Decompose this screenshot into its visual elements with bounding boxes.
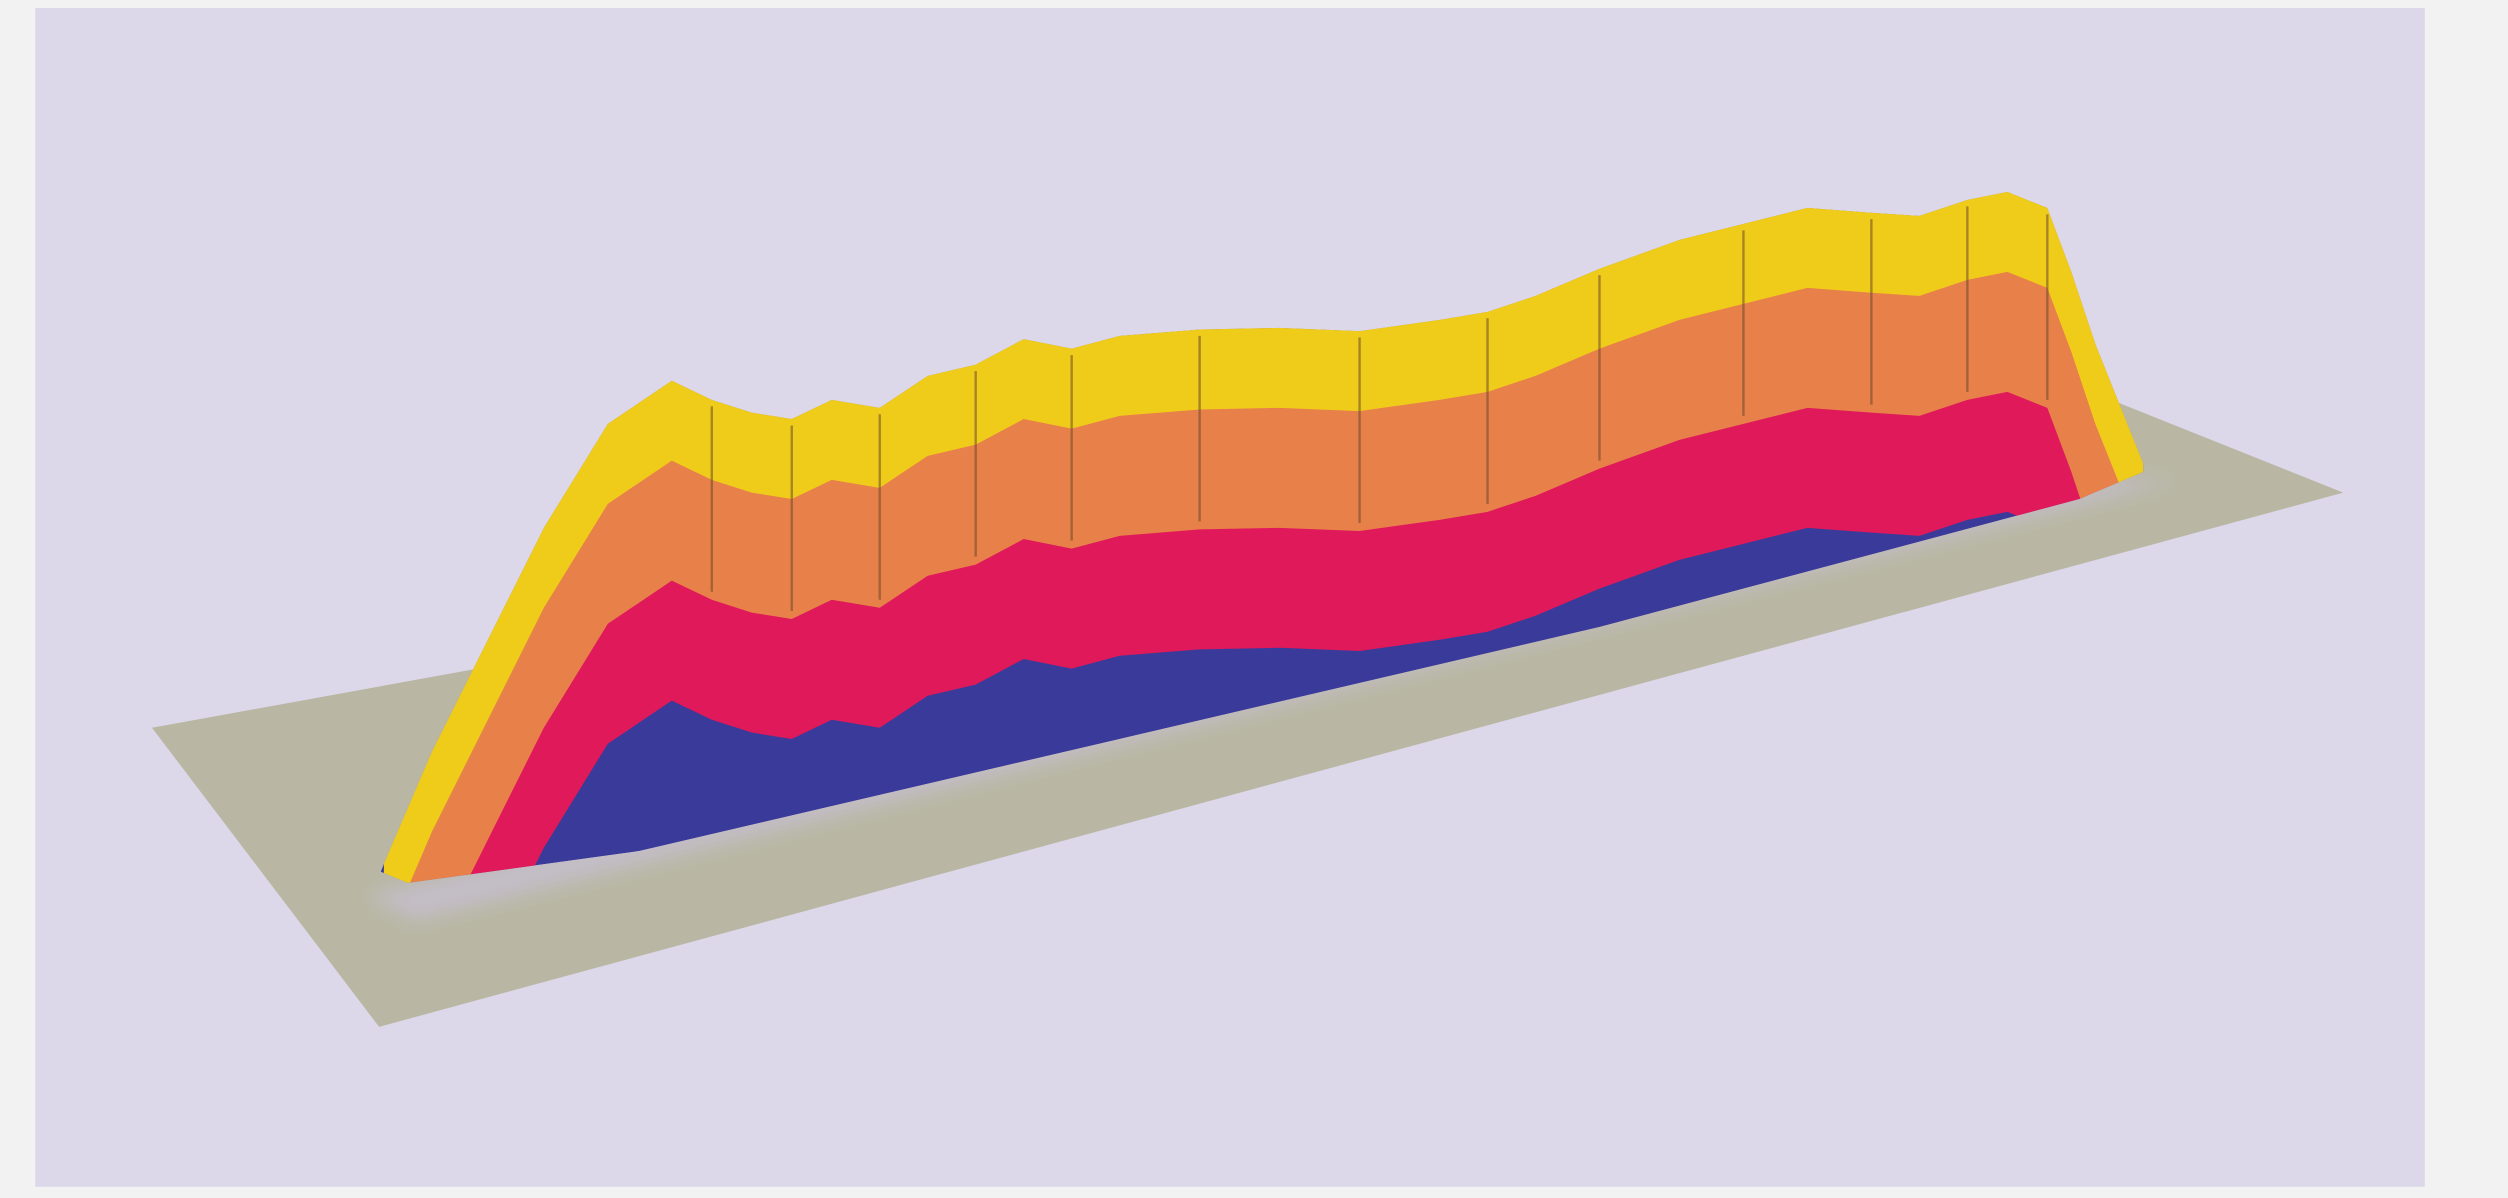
page: (() => { const data = JSON.parse(documen… xyxy=(0,0,2508,1198)
surface-plot-image xyxy=(0,0,2508,1198)
